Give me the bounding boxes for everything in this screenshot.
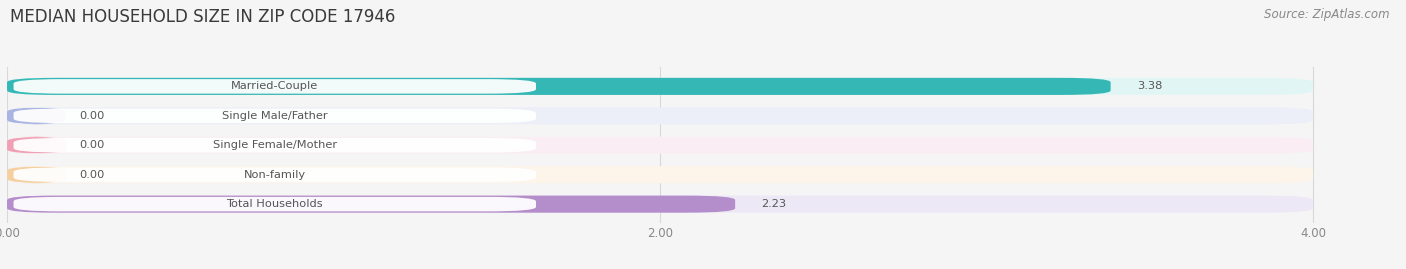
- Text: Married-Couple: Married-Couple: [231, 82, 318, 91]
- FancyBboxPatch shape: [7, 78, 1111, 95]
- FancyBboxPatch shape: [7, 137, 1313, 154]
- FancyBboxPatch shape: [7, 107, 66, 124]
- FancyBboxPatch shape: [7, 196, 735, 213]
- FancyBboxPatch shape: [14, 79, 536, 94]
- Text: Single Female/Mother: Single Female/Mother: [212, 140, 337, 150]
- Text: 3.38: 3.38: [1137, 82, 1163, 91]
- Text: Source: ZipAtlas.com: Source: ZipAtlas.com: [1264, 8, 1389, 21]
- Text: Total Households: Total Households: [226, 199, 323, 209]
- Text: Non-family: Non-family: [243, 170, 307, 180]
- FancyBboxPatch shape: [14, 167, 536, 182]
- Text: Single Male/Father: Single Male/Father: [222, 111, 328, 121]
- FancyBboxPatch shape: [7, 196, 1313, 213]
- FancyBboxPatch shape: [7, 107, 1313, 124]
- FancyBboxPatch shape: [7, 78, 1313, 95]
- Text: 0.00: 0.00: [79, 140, 104, 150]
- FancyBboxPatch shape: [7, 166, 1313, 183]
- Text: 2.23: 2.23: [761, 199, 786, 209]
- Text: 0.00: 0.00: [79, 170, 104, 180]
- Text: MEDIAN HOUSEHOLD SIZE IN ZIP CODE 17946: MEDIAN HOUSEHOLD SIZE IN ZIP CODE 17946: [10, 8, 395, 26]
- FancyBboxPatch shape: [14, 197, 536, 211]
- Text: 0.00: 0.00: [79, 111, 104, 121]
- FancyBboxPatch shape: [7, 166, 66, 183]
- FancyBboxPatch shape: [14, 138, 536, 153]
- FancyBboxPatch shape: [7, 137, 66, 154]
- FancyBboxPatch shape: [14, 109, 536, 123]
